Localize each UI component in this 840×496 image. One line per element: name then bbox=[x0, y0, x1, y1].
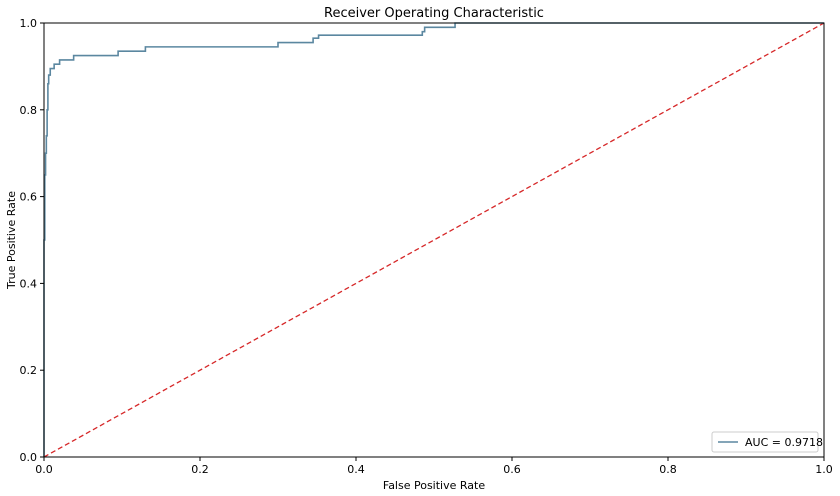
x-tick-label: 0.0 bbox=[35, 463, 53, 476]
plot-area bbox=[43, 22, 825, 458]
x-tick-label: 0.6 bbox=[503, 463, 521, 476]
y-tick-label: 0.4 bbox=[20, 277, 38, 290]
x-tick-label: 0.8 bbox=[659, 463, 677, 476]
x-axis-label: False Positive Rate bbox=[383, 479, 485, 492]
legend-box bbox=[711, 431, 819, 453]
legend-label: AUC = 0.9718 bbox=[745, 436, 823, 449]
plot-frame bbox=[43, 22, 825, 458]
roc-curve-line bbox=[43, 22, 824, 457]
y-tick-label: 0.6 bbox=[20, 191, 38, 204]
x-tick-label: 1.0 bbox=[815, 463, 833, 476]
y-axis-ticks: 0.0 0.2 0.4 0.6 0.8 1.0 bbox=[20, 17, 44, 464]
x-tick-label: 0.4 bbox=[347, 463, 365, 476]
chart-title: Receiver Operating Characteristic bbox=[324, 6, 544, 21]
x-axis-ticks: 0.0 0.2 0.4 0.6 0.8 1.0 bbox=[35, 457, 833, 476]
y-tick-label: 1.0 bbox=[20, 17, 38, 30]
diagonal-reference-line bbox=[43, 22, 825, 458]
y-tick-label: 0.8 bbox=[20, 104, 38, 117]
y-tick-label: 0.2 bbox=[20, 364, 38, 377]
x-tick-label: 0.2 bbox=[191, 463, 209, 476]
y-axis-label: True Positive Rate bbox=[5, 191, 18, 290]
legend: AUC = 0.9718 bbox=[711, 431, 823, 453]
y-tick-label: 0.0 bbox=[20, 451, 38, 464]
